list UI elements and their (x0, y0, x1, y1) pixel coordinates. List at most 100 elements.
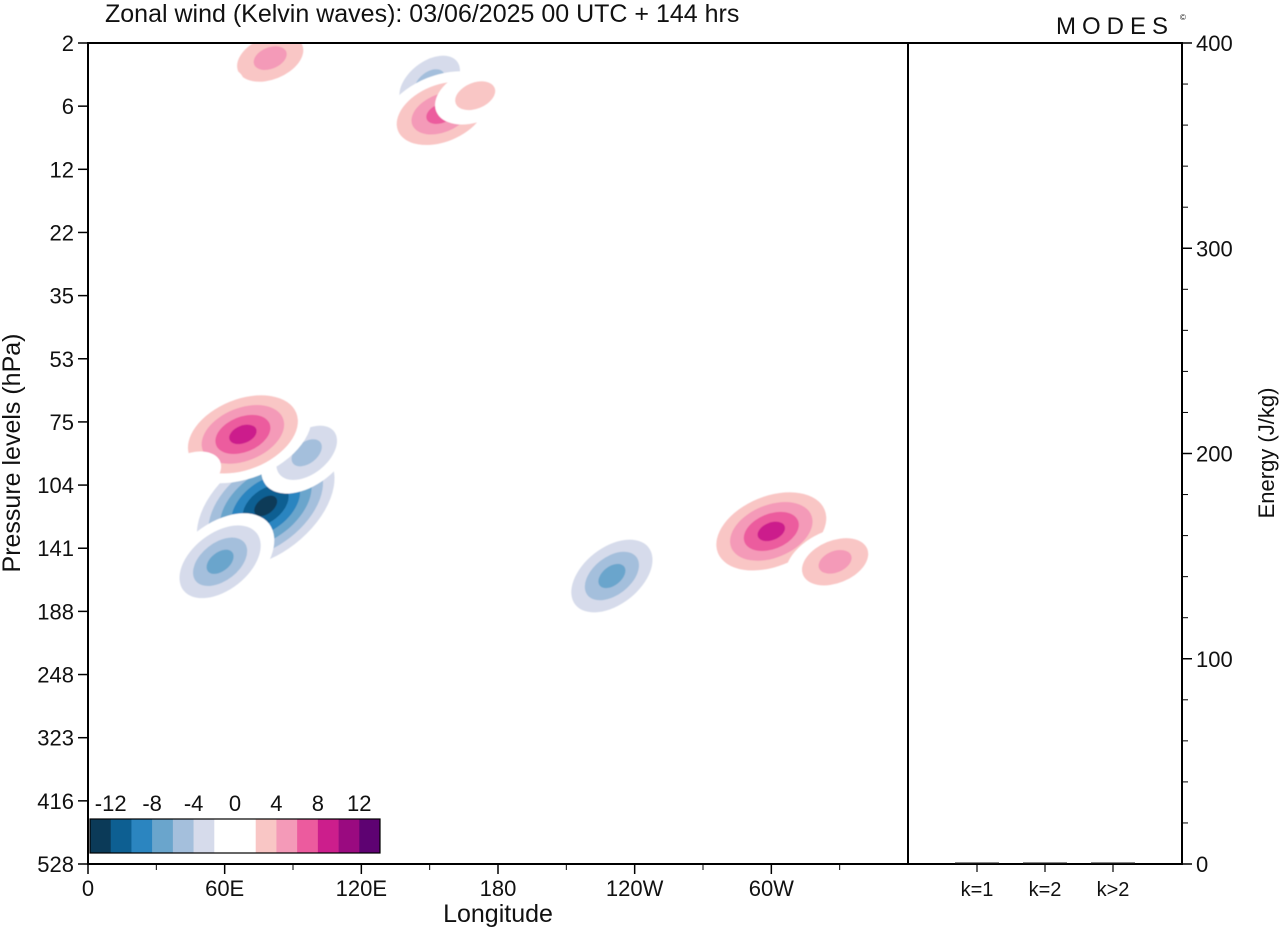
y-tick-label: 528 (37, 852, 74, 877)
heatmap-feature-21 (535, 399, 597, 444)
x-tick-label: 60W (749, 876, 794, 901)
energy-tick-label: 0 (1196, 852, 1208, 877)
heatmap-contour-band (206, 549, 234, 574)
colorbar-swatch (110, 819, 132, 853)
energy-bar-0 (955, 862, 999, 864)
x-tick-label: 120E (336, 876, 387, 901)
y-tick-label: 2 (62, 31, 74, 56)
heatmap-contour-band (333, 219, 390, 270)
heatmap-contour-band (717, 252, 780, 297)
colorbar-swatch (235, 819, 257, 853)
heatmap-feature-18 (785, 526, 885, 598)
y-tick-label: 104 (37, 473, 74, 498)
heatmap-feature-3 (151, 362, 208, 413)
heatmap-contour-band (455, 81, 496, 111)
y-tick-label: 188 (37, 599, 74, 624)
heatmap-contour-band (757, 521, 786, 542)
colorbar-label: 12 (347, 791, 371, 816)
energy-axis-label: Energy (J/kg) (1254, 388, 1279, 519)
colorbar-swatch (214, 819, 236, 853)
colorbar-swatch (338, 819, 360, 853)
energy-tick-label: 400 (1196, 31, 1233, 56)
y-tick-label: 6 (62, 94, 74, 119)
heatmap-contour-band (229, 424, 257, 445)
heatmap-feature-7 (557, 527, 667, 625)
heatmap-feature-24 (695, 311, 757, 356)
colorbar-label: 0 (229, 791, 241, 816)
energy-tick-label: 200 (1196, 442, 1233, 467)
brand-mark: © (1180, 13, 1186, 22)
energy-bars: k=1 k=2 k>2 (955, 862, 1135, 901)
heatmap-contour-band (214, 594, 271, 645)
energy-plot-frame (907, 42, 1183, 865)
heatmap-contour-band (740, 43, 802, 71)
energy-tick-label: 100 (1196, 647, 1233, 672)
heatmap-feature-20 (455, 445, 518, 490)
energy-category-label: k=1 (961, 879, 994, 901)
heatmap-contour-band (818, 549, 852, 574)
colorbar-swatch (276, 819, 298, 853)
heatmap-feature-25 (717, 252, 780, 297)
y-tick-label: 248 (37, 663, 74, 688)
heatmap-feature-9 (595, 717, 652, 769)
colorbar-frame (89, 818, 381, 854)
y-tick-label: 416 (37, 789, 74, 814)
colorbar-swatch (297, 819, 319, 853)
colorbar: -12 -8 -4 0 4 8 12 (89, 791, 381, 854)
heatmap-contour-band (535, 720, 597, 766)
heatmap-feature-6 (214, 594, 271, 645)
heatmap-contour-band (333, 324, 390, 376)
brand-name: MODES (1056, 13, 1174, 40)
heatmap-feature-15 (435, 66, 516, 125)
energy-category-label: k>2 (1097, 879, 1130, 901)
heatmap-contour-band (253, 46, 287, 70)
x-axis-label: Longitude (443, 900, 553, 928)
colorbar-swatch (90, 819, 112, 853)
heatmap-feature-19 (717, 591, 780, 636)
heatmap-contour-band (535, 399, 597, 444)
energy-axis: 0 100 200 300 400 (1182, 31, 1233, 877)
colorbar-label: -12 (95, 791, 127, 816)
y-tick-label: 75 (50, 410, 74, 435)
heatmap-feature-16 (220, 43, 320, 94)
colorbar-label: 8 (312, 791, 324, 816)
heatmap-feature-13 (159, 451, 222, 496)
heatmap-contour-band (695, 311, 757, 356)
heatmap-contour-band (455, 445, 518, 490)
y-tick-label: 12 (50, 157, 74, 182)
colorbar-swatch (255, 819, 277, 853)
colorbar-swatch (131, 819, 153, 853)
energy-bar-1 (1023, 862, 1067, 864)
heatmap-contour-band (595, 717, 652, 769)
heatmap-feature-26 (843, 195, 905, 240)
heatmap-feature-2 (165, 513, 275, 611)
heatmap-contour-band (254, 495, 278, 517)
y-tick-label: 53 (50, 347, 74, 372)
heatmap-contour-band (598, 563, 626, 589)
colorbar-swatch (152, 819, 174, 853)
y-tick-label: 22 (50, 220, 74, 245)
y-tick-label: 323 (37, 726, 74, 751)
x-tick-label: 180 (480, 876, 517, 901)
colorbar-swatch (359, 819, 381, 853)
y-axis-label: Pressure levels (hPa) (0, 334, 26, 573)
energy-tick-label: 300 (1196, 236, 1233, 261)
colorbar-swatch (193, 819, 215, 853)
y-tick-label: 35 (50, 284, 74, 309)
colorbar-label: 4 (270, 791, 282, 816)
heatmap-contour-band (159, 451, 222, 496)
heatmap-feature-4 (333, 324, 390, 376)
heatmap-feature-27 (740, 43, 802, 71)
y-tick-label: 141 (37, 536, 74, 561)
heatmap-feature-5 (333, 219, 390, 270)
colorbar-label: -8 (142, 791, 162, 816)
energy-category-label: k=2 (1029, 879, 1062, 901)
heatmap-contour-band (606, 611, 663, 662)
heatmap-feature-8 (606, 611, 663, 662)
heatmap-contour-band (182, 67, 244, 112)
x-tick-label: 120W (606, 876, 664, 901)
x-axis: 0 60E 120E 180 120W 60W (82, 864, 841, 901)
heatmap-feature-22 (433, 539, 495, 584)
heatmap-feature-28 (182, 67, 244, 112)
